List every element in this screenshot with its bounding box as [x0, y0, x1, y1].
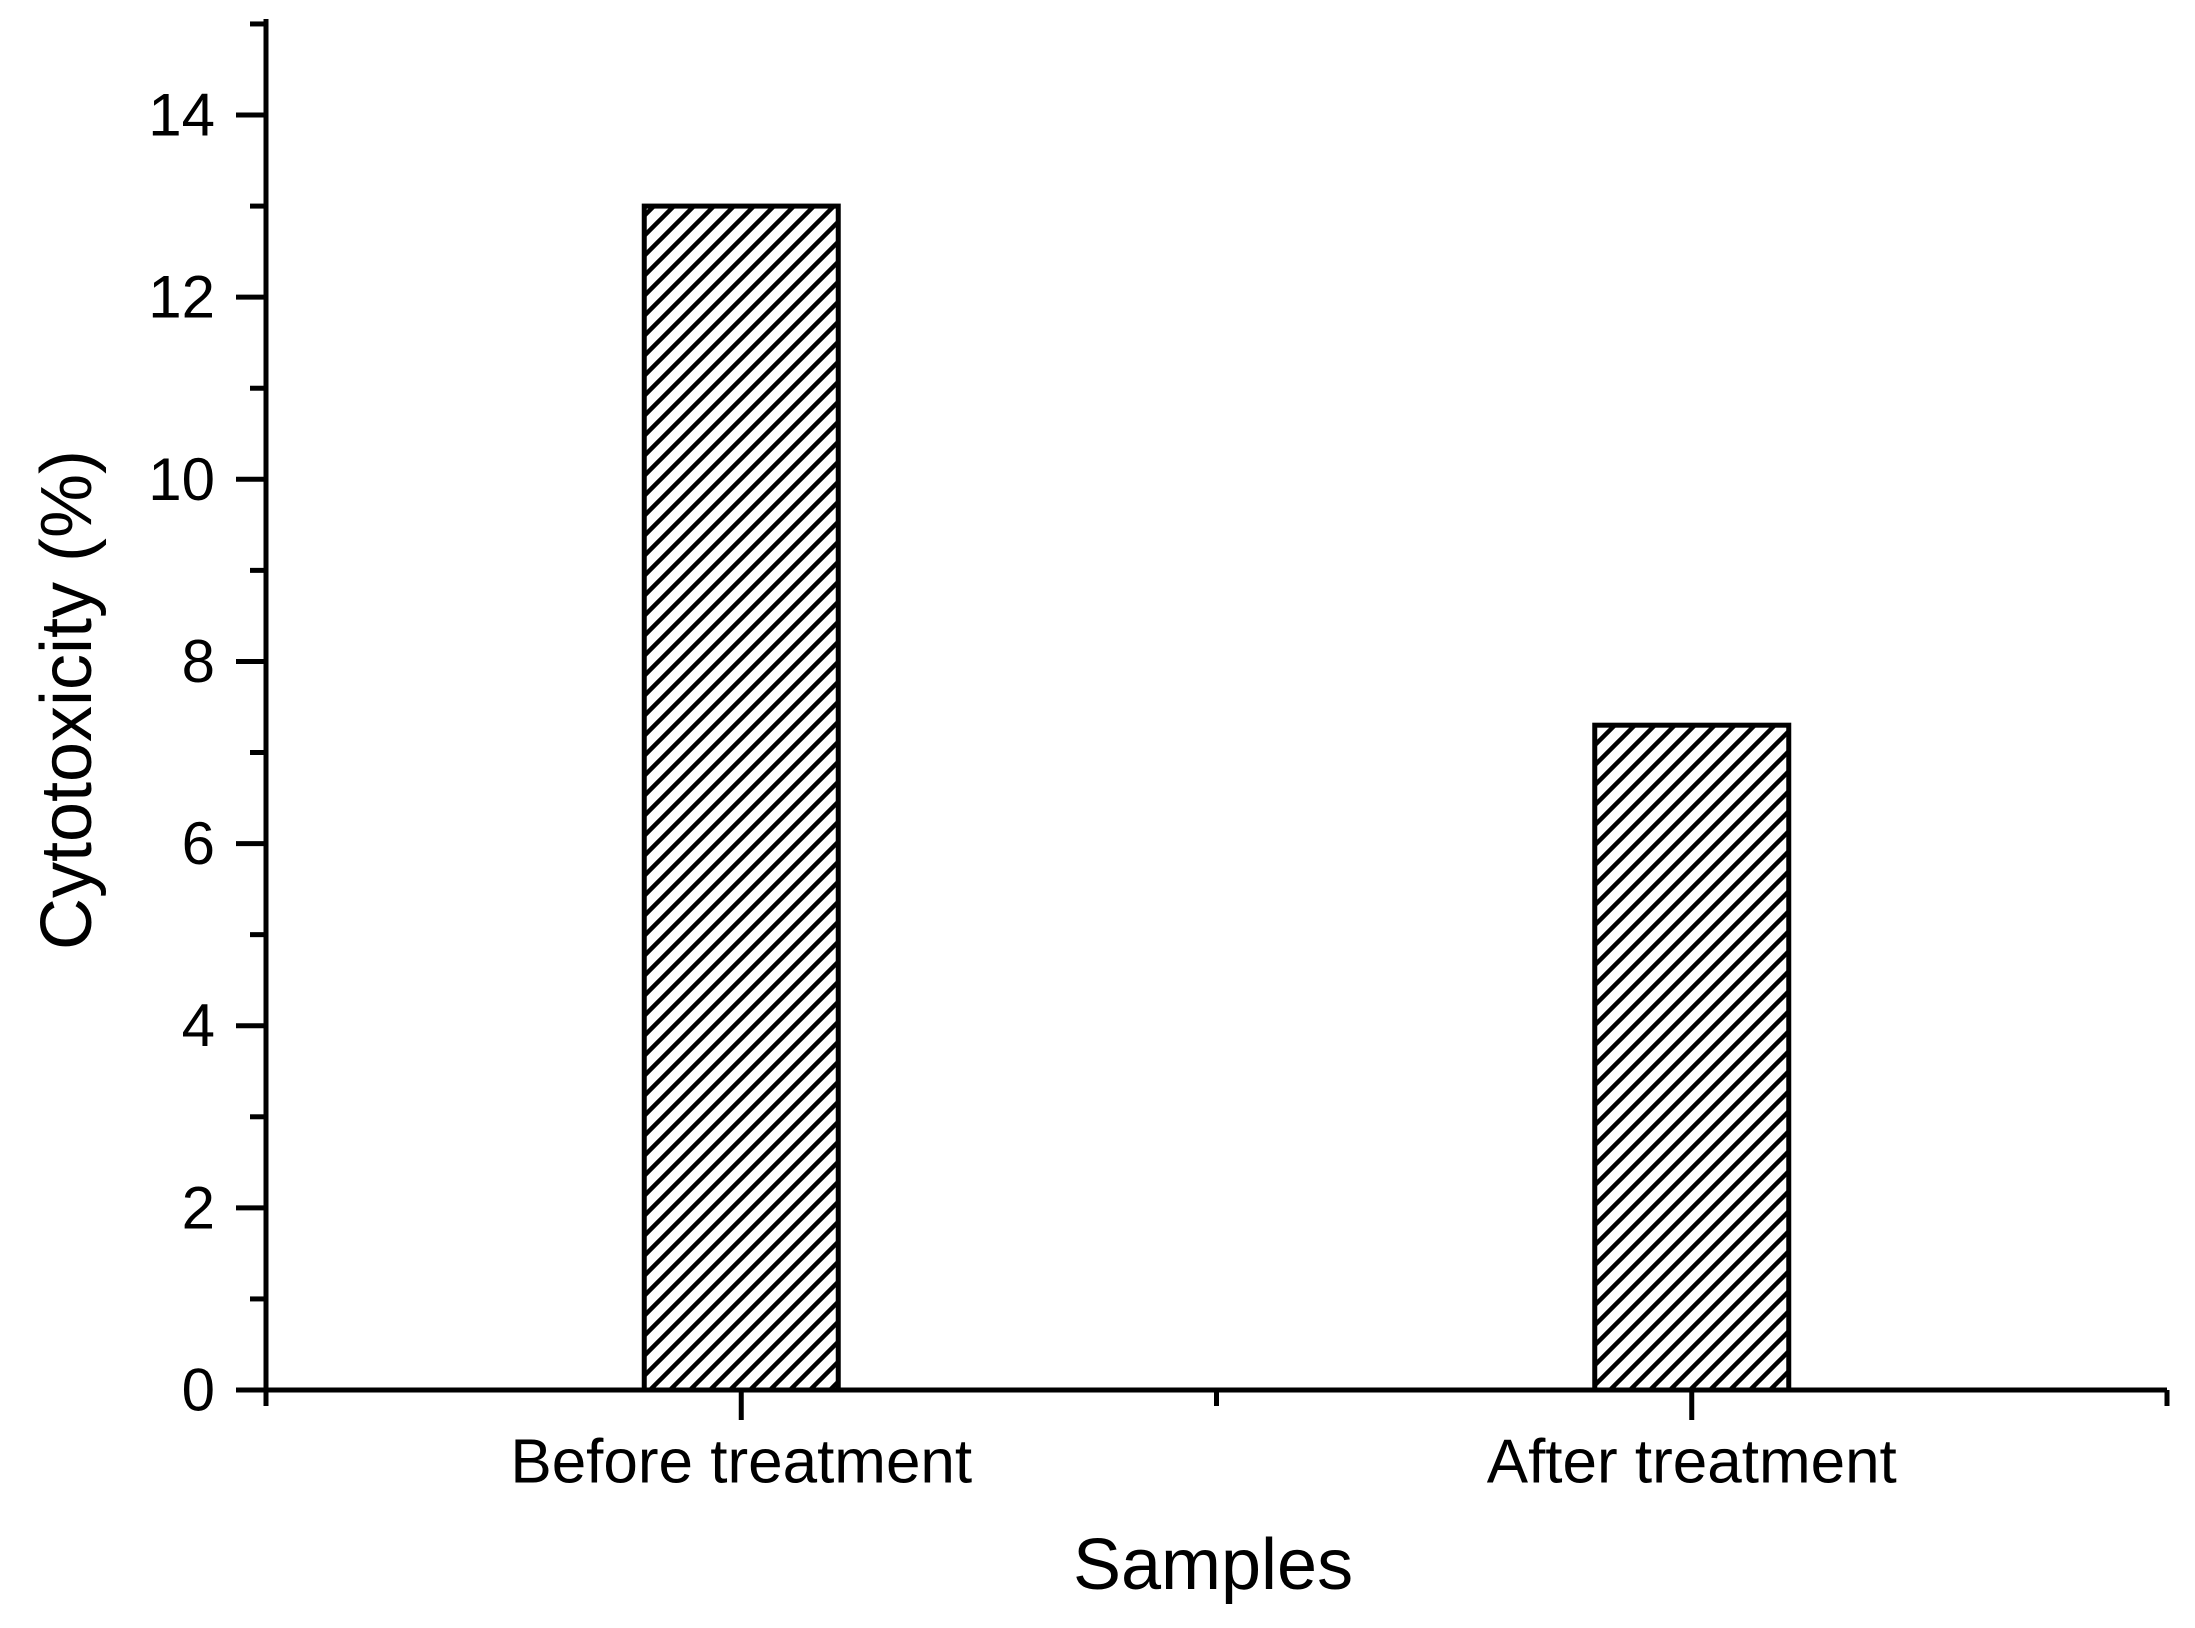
y-tick-label: 6 — [182, 810, 215, 877]
y-tick-label: 0 — [182, 1357, 215, 1424]
y-tick-label: 8 — [182, 628, 215, 695]
y-tick-label: 12 — [148, 264, 215, 331]
x-tick-label: Before treatment — [510, 1428, 972, 1497]
y-tick-label: 10 — [148, 446, 215, 513]
bar-after-treatment — [1592, 722, 1792, 1393]
x-tick-label: After treatment — [1487, 1428, 1897, 1497]
y-tick-label: 14 — [148, 82, 215, 149]
bar-before-treatment — [641, 203, 841, 1393]
y-tick-label: 4 — [182, 992, 215, 1059]
y-axis-title: Cytotoxicity (%) — [27, 449, 107, 951]
y-tick-label: 2 — [182, 1174, 215, 1241]
x-axis-title: Samples — [1072, 1525, 1354, 1605]
